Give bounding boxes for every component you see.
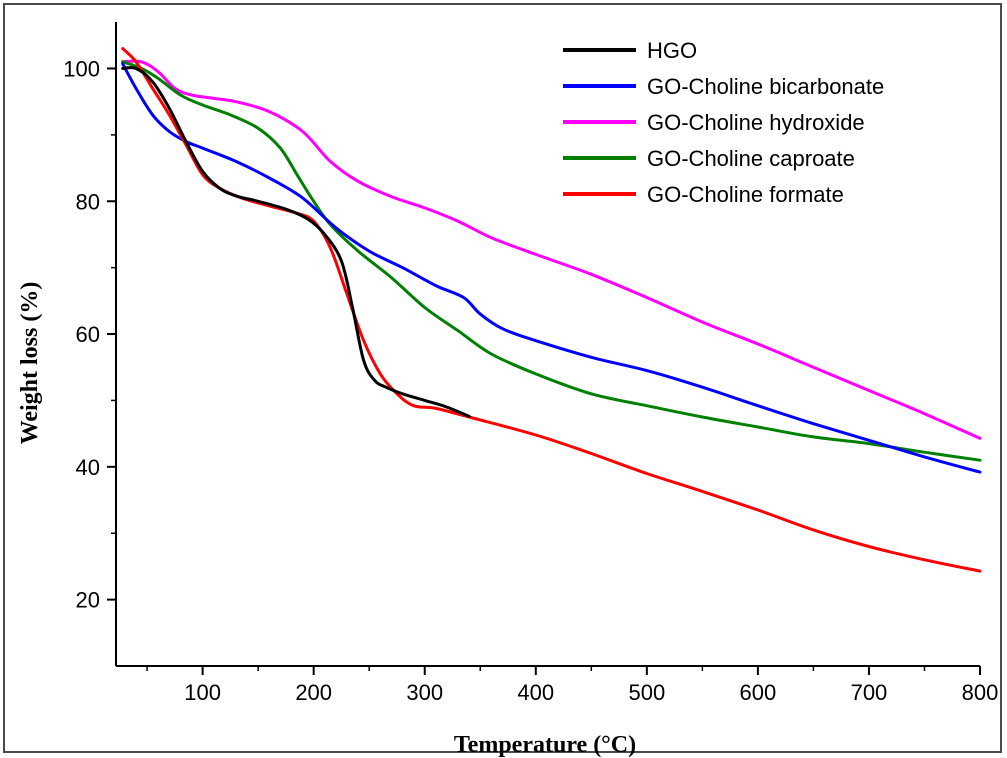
- y-tick-label: 100: [63, 56, 100, 81]
- x-tick-label: 500: [628, 680, 665, 705]
- y-tick-label: 20: [76, 588, 100, 613]
- series-line-go-choline-caproate: [121, 60, 982, 462]
- x-tick-label: 200: [295, 680, 332, 705]
- legend-label-go-choline-caproate: GO-Choline caproate: [647, 146, 855, 171]
- x-tick-label: 800: [962, 680, 999, 705]
- x-tick-label: 400: [517, 680, 554, 705]
- legend-label-go-choline-formate: GO-Choline formate: [647, 182, 844, 207]
- y-tick-label: 60: [76, 322, 100, 347]
- x-tick-label: 600: [740, 680, 777, 705]
- series-line-go-choline-formate: [121, 47, 982, 573]
- x-tick-label: 700: [851, 680, 888, 705]
- y-axis-title: Weight loss (%): [17, 282, 43, 445]
- legend-label-hgo: HGO: [647, 38, 697, 63]
- x-tick-label: 300: [406, 680, 443, 705]
- x-axis-title: Temperature (°C): [454, 732, 636, 758]
- series-line-hgo: [121, 66, 471, 418]
- legend: HGO GO-Choline bicarbonate GO-Choline hydr…: [563, 38, 884, 207]
- series-layer: [121, 47, 982, 573]
- legend-label-go-choline-hydroxide: GO-Choline hydroxide: [647, 110, 865, 135]
- y-tick-label: 40: [76, 455, 100, 480]
- x-tick-label: 100: [184, 680, 221, 705]
- series-line-go-choline-hydroxide: [121, 59, 982, 440]
- axes-layer: 100 200 300 400 500 600 700 800 20 40 60 80 100: [63, 22, 998, 705]
- legend-label-go-choline-bicarbonate: GO-Choline bicarbonate: [647, 74, 884, 99]
- y-tick-label: 80: [76, 189, 100, 214]
